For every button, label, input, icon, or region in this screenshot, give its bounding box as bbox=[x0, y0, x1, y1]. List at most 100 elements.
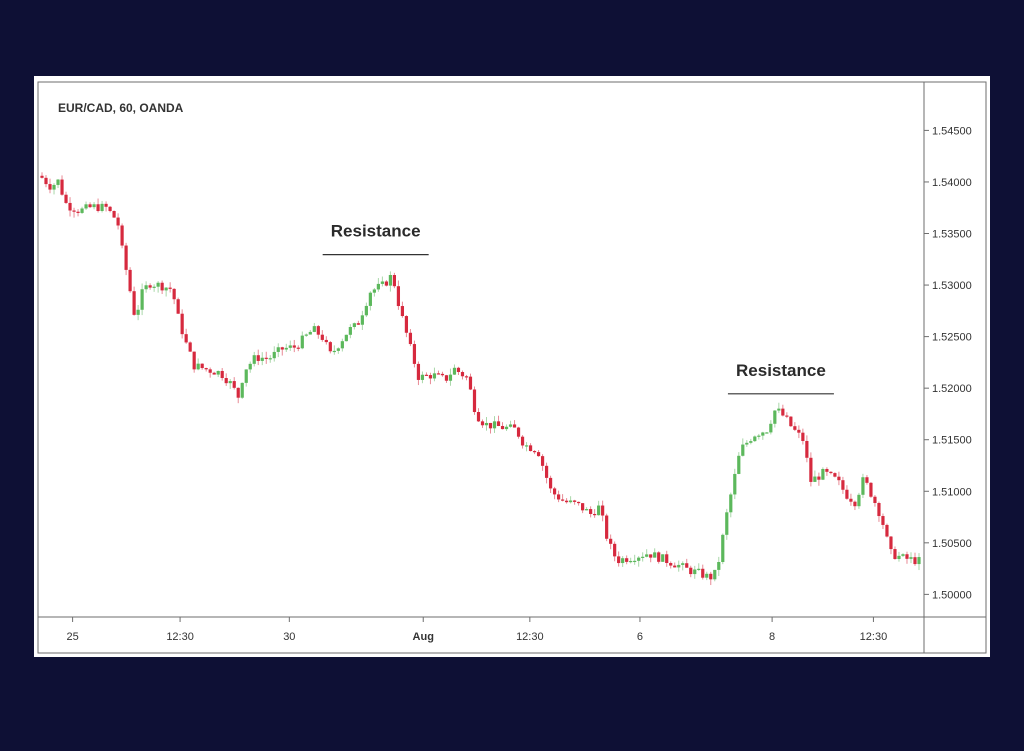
candle-body bbox=[809, 457, 813, 482]
candle-body bbox=[252, 355, 256, 364]
candle-body bbox=[80, 208, 84, 213]
candle bbox=[184, 328, 188, 344]
candle-body bbox=[536, 452, 541, 457]
candle bbox=[613, 541, 617, 562]
candle bbox=[408, 329, 413, 347]
candle-body bbox=[272, 351, 276, 359]
candle-body bbox=[352, 323, 356, 328]
candle bbox=[360, 310, 364, 331]
candle-body bbox=[188, 342, 192, 352]
candle bbox=[404, 315, 409, 338]
candle-body bbox=[232, 381, 236, 388]
candle bbox=[148, 283, 152, 290]
candle-body bbox=[388, 275, 392, 286]
candle-body bbox=[577, 501, 581, 504]
candle bbox=[729, 492, 733, 518]
candle-body bbox=[168, 287, 172, 289]
candle bbox=[657, 551, 661, 564]
candle-body bbox=[148, 285, 152, 288]
candle-body bbox=[905, 554, 909, 559]
candle bbox=[248, 361, 252, 373]
candle bbox=[380, 276, 384, 287]
candle bbox=[829, 471, 833, 475]
candle bbox=[717, 556, 721, 576]
candle-body bbox=[829, 471, 833, 474]
candle bbox=[124, 242, 128, 276]
candle-body bbox=[88, 204, 92, 208]
candle-body bbox=[124, 245, 128, 270]
x-tick-label: 25 bbox=[66, 631, 78, 643]
candle bbox=[745, 440, 749, 447]
candle bbox=[172, 288, 176, 305]
candle-body bbox=[745, 442, 749, 445]
candle-body bbox=[544, 465, 549, 478]
candle-body bbox=[336, 348, 340, 351]
candle bbox=[320, 330, 324, 342]
candle bbox=[396, 280, 401, 310]
candles-group bbox=[40, 172, 921, 586]
candle bbox=[384, 280, 388, 287]
candle-body bbox=[368, 292, 372, 306]
candle bbox=[200, 363, 204, 370]
candle-body bbox=[68, 202, 72, 211]
candle-body bbox=[268, 358, 272, 360]
candle bbox=[649, 554, 653, 563]
candle bbox=[412, 340, 417, 368]
candle bbox=[793, 422, 797, 432]
candle-body bbox=[152, 286, 156, 288]
candle-body bbox=[244, 369, 248, 383]
candle bbox=[593, 509, 597, 518]
candle bbox=[853, 500, 857, 511]
candle-body bbox=[156, 282, 160, 287]
candle bbox=[484, 417, 489, 431]
candle bbox=[753, 435, 757, 443]
candle bbox=[488, 422, 493, 434]
candle-body bbox=[613, 543, 617, 557]
candle-body bbox=[516, 427, 521, 437]
candle bbox=[757, 433, 761, 440]
candle bbox=[388, 271, 392, 292]
candle bbox=[52, 183, 56, 195]
candle-body bbox=[228, 381, 232, 384]
candle-body bbox=[573, 500, 577, 502]
candle-body bbox=[328, 342, 332, 352]
candle-body bbox=[224, 378, 228, 384]
candle-body bbox=[540, 456, 545, 466]
chart-title: EUR/CAD, 60, OANDA bbox=[58, 101, 184, 115]
candle-body bbox=[897, 555, 901, 560]
candle bbox=[452, 364, 457, 375]
candle-body bbox=[769, 423, 773, 433]
y-tick-label: 1.52500 bbox=[932, 332, 972, 344]
candle-body bbox=[184, 334, 188, 343]
candle bbox=[144, 281, 148, 293]
candle bbox=[164, 287, 168, 297]
candle bbox=[420, 371, 425, 384]
candle-body bbox=[48, 184, 52, 190]
candle-body bbox=[733, 473, 737, 495]
y-axis-ticks: 1.54500 1.54000 1.53500 1.53000 1.52500 1.520… bbox=[924, 125, 972, 601]
candle-body bbox=[128, 269, 132, 292]
candle bbox=[809, 452, 813, 487]
candle bbox=[540, 454, 545, 471]
candle bbox=[284, 343, 288, 352]
candle bbox=[741, 438, 745, 457]
candle-body bbox=[416, 363, 421, 380]
candle bbox=[564, 498, 569, 504]
candle-body bbox=[665, 554, 669, 564]
candle-body bbox=[552, 488, 557, 495]
candle-body bbox=[857, 494, 861, 507]
candle-body bbox=[284, 347, 288, 350]
candle bbox=[428, 372, 433, 385]
candle-body bbox=[132, 291, 136, 315]
candle-body bbox=[468, 376, 473, 390]
candle bbox=[512, 420, 517, 428]
candle bbox=[573, 499, 577, 505]
candle-body bbox=[593, 513, 597, 516]
candle bbox=[120, 223, 124, 249]
x-tick-label: 12:30 bbox=[860, 631, 888, 643]
candle bbox=[697, 563, 701, 571]
candle bbox=[176, 297, 180, 314]
candle-body bbox=[248, 363, 252, 370]
candle-body bbox=[236, 387, 240, 398]
y-tick-label: 1.54000 bbox=[932, 177, 972, 189]
